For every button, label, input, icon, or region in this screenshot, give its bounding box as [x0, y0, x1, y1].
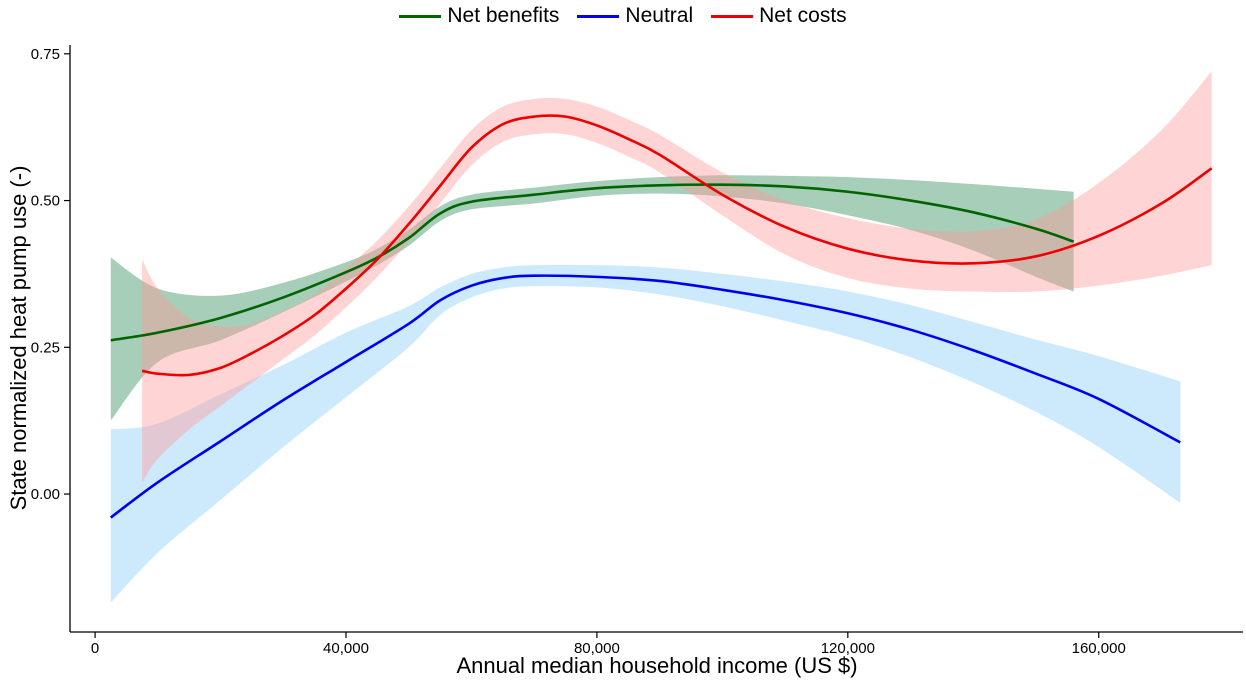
legend: Net benefits Neutral Net costs: [0, 4, 1246, 28]
legend-label-net-benefits: Net benefits: [447, 4, 560, 27]
legend-item-net-costs: Net costs: [711, 4, 847, 28]
series-line-net-benefits: [110, 183, 1075, 342]
confidence-band-neutral: [110, 264, 1181, 603]
y-tick-label: 0.00: [31, 486, 60, 503]
y-tick-label: 0.75: [31, 46, 60, 63]
legend-swatch-net-benefits: [399, 14, 442, 18]
legend-item-neutral: Neutral: [577, 4, 693, 28]
x-tick-label: 80,000: [574, 640, 620, 657]
x-tick-label: 40,000: [323, 640, 369, 657]
axes: [69, 45, 1243, 633]
x-axis-title: Annual median household income (US $): [456, 653, 857, 678]
x-tick-label: 120,000: [821, 640, 875, 657]
confidence-band-net-benefits: [110, 175, 1074, 421]
y-ticks: 0.00 0.25 0.50 0.75: [31, 46, 70, 503]
legend-label-net-costs: Net costs: [759, 4, 847, 27]
legend-item-net-benefits: Net benefits: [399, 4, 559, 28]
legend-swatch-neutral: [577, 14, 620, 18]
x-ticks: 0 40,000 80,000 120,000 160,000: [91, 632, 1126, 657]
y-tick-label: 0.50: [31, 193, 60, 210]
legend-swatch-net-costs: [711, 14, 754, 18]
y-tick-label: 0.25: [31, 339, 60, 356]
x-tick-label: 0: [91, 640, 99, 657]
confidence-band-net-costs: [142, 71, 1212, 483]
series-line-net-costs: [141, 114, 1213, 377]
x-tick-label: 160,000: [1072, 640, 1126, 657]
series-line-neutral: [109, 274, 1181, 519]
legend-label-neutral: Neutral: [625, 4, 694, 27]
confidence-bands: [110, 71, 1212, 603]
y-axis-title: State normalized heat pump use (-): [6, 166, 31, 511]
series-lines: [109, 114, 1213, 519]
